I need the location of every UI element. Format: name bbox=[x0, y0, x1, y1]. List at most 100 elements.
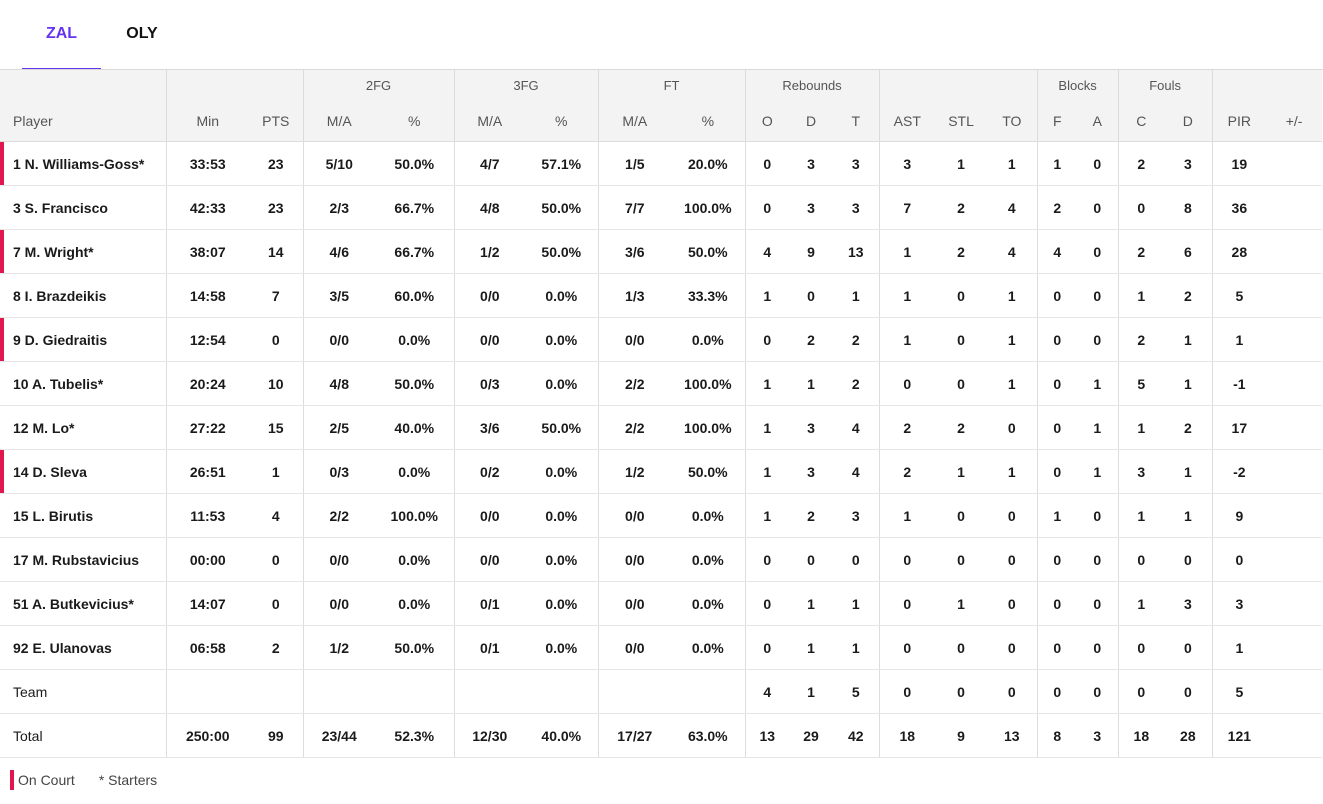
player-name[interactable]: 9 D. Giedraitis bbox=[0, 317, 167, 362]
stat-cell: 0 bbox=[1164, 625, 1213, 670]
stat-cell: 19 bbox=[1212, 141, 1267, 186]
stat-cell: 0.0% bbox=[525, 449, 599, 494]
stat-cell: 2 bbox=[1118, 317, 1165, 362]
stat-cell: 5 bbox=[833, 669, 880, 714]
stat-cell: 1 bbox=[1164, 449, 1213, 494]
column-header[interactable]: M/A bbox=[598, 101, 672, 142]
player-name[interactable]: 1 N. Williams-Goss* bbox=[0, 141, 167, 186]
stat-cell: 1/2 bbox=[598, 449, 672, 494]
player-name[interactable]: 12 M. Lo* bbox=[0, 405, 167, 450]
player-name[interactable]: 10 A. Tubelis* bbox=[0, 361, 167, 406]
stat-cell: 1 bbox=[249, 449, 304, 494]
column-header[interactable]: % bbox=[671, 101, 746, 142]
stat-cell: 0 bbox=[935, 317, 988, 362]
stat-cell: 0 bbox=[935, 273, 988, 318]
stat-cell: 0/3 bbox=[303, 449, 375, 494]
column-header[interactable]: D bbox=[1164, 101, 1213, 142]
column-header[interactable]: PTS bbox=[249, 101, 304, 142]
stat-cell: 1 bbox=[987, 317, 1038, 362]
column-header[interactable]: M/A bbox=[303, 101, 375, 142]
stat-cell: 4/7 bbox=[454, 141, 526, 186]
player-name[interactable]: 17 M. Rubstavicius bbox=[0, 537, 167, 582]
stat-cell: 06:58 bbox=[166, 625, 249, 670]
stat-cell: 0 bbox=[249, 537, 304, 582]
player-name[interactable]: 15 L. Birutis bbox=[0, 493, 167, 538]
group-header-row: 2FG 3FG FT Rebounds Blocks Fouls bbox=[0, 70, 1323, 101]
column-header[interactable]: % bbox=[375, 101, 455, 142]
stat-cell: 3 bbox=[1212, 581, 1267, 626]
stat-cell bbox=[1266, 185, 1323, 230]
column-header[interactable]: D bbox=[789, 101, 834, 142]
stat-cell: 00:00 bbox=[166, 537, 249, 582]
player-name[interactable]: 92 E. Ulanovas bbox=[0, 625, 167, 670]
stat-cell: -2 bbox=[1212, 449, 1267, 494]
group-2fg: 2FG bbox=[303, 70, 455, 101]
stat-cell: 60.0% bbox=[375, 273, 455, 318]
stat-cell: 23/44 bbox=[303, 713, 375, 758]
on-court-marker bbox=[10, 770, 14, 790]
column-header[interactable]: TO bbox=[987, 101, 1038, 142]
tabs-divider bbox=[0, 69, 1323, 70]
stat-cell: 3 bbox=[789, 405, 834, 450]
stat-cell: 2/2 bbox=[303, 493, 375, 538]
stat-cell: 0 bbox=[935, 361, 988, 406]
stat-cell: 4 bbox=[1037, 229, 1078, 274]
stat-cell: 2 bbox=[789, 493, 834, 538]
stat-cell: 0 bbox=[1077, 625, 1119, 670]
legend-on-court: On Court bbox=[18, 772, 75, 788]
player-row: 15 L. Birutis 11:53 4 2/2 100.0% 0/0 0.0% 0/0 0.… bbox=[0, 493, 1323, 538]
stat-cell: 1 bbox=[745, 493, 790, 538]
stat-cell bbox=[1266, 273, 1323, 318]
stat-cell: 1 bbox=[987, 273, 1038, 318]
stat-cell: 0 bbox=[987, 493, 1038, 538]
player-name[interactable]: 51 A. Butkevicius* bbox=[0, 581, 167, 626]
column-header[interactable]: A bbox=[1077, 101, 1119, 142]
stat-cell: 40.0% bbox=[525, 713, 599, 758]
stat-cell: 1 bbox=[1164, 493, 1213, 538]
player-row: 8 I. Brazdeikis 14:58 7 3/5 60.0% 0/0 0.0% 1/3 3… bbox=[0, 273, 1323, 318]
column-header[interactable]: M/A bbox=[454, 101, 526, 142]
column-header[interactable]: STL bbox=[935, 101, 988, 142]
stat-cell: 1 bbox=[879, 493, 936, 538]
column-header[interactable]: Min bbox=[166, 101, 249, 142]
stat-cell: 3 bbox=[789, 449, 834, 494]
stat-cell: 3 bbox=[1164, 581, 1213, 626]
player-name[interactable]: 7 M. Wright* bbox=[0, 229, 167, 274]
stat-cell: 1 bbox=[879, 273, 936, 318]
stat-cell: 14 bbox=[249, 229, 304, 274]
stat-cell: 50.0% bbox=[375, 625, 455, 670]
column-header[interactable]: PIR bbox=[1212, 101, 1267, 142]
column-header[interactable]: T bbox=[833, 101, 880, 142]
stat-cell: 3 bbox=[1164, 141, 1213, 186]
stat-cell bbox=[166, 669, 249, 714]
stat-cell: 1 bbox=[789, 669, 834, 714]
player-row: 17 M. Rubstavicius 00:00 0 0/0 0.0% 0/0 0.0% 0/… bbox=[0, 537, 1323, 582]
column-header[interactable]: AST bbox=[879, 101, 936, 142]
stat-cell: 1/5 bbox=[598, 141, 672, 186]
stat-cell: 38:07 bbox=[166, 229, 249, 274]
stat-cell: 11:53 bbox=[166, 493, 249, 538]
column-header[interactable]: Player bbox=[0, 101, 167, 142]
player-name[interactable]: 14 D. Sleva bbox=[0, 449, 167, 494]
stat-cell: 42 bbox=[833, 713, 880, 758]
stat-cell: 0.0% bbox=[525, 317, 599, 362]
stat-cell bbox=[1266, 361, 1323, 406]
column-header[interactable]: +/- bbox=[1266, 101, 1323, 142]
stat-cell: 0 bbox=[1077, 273, 1119, 318]
stat-cell: 0 bbox=[1077, 229, 1119, 274]
player-name[interactable]: 8 I. Brazdeikis bbox=[0, 273, 167, 318]
column-header[interactable]: % bbox=[525, 101, 599, 142]
tab-zal[interactable]: ZAL bbox=[22, 0, 101, 70]
stat-cell: 0 bbox=[1077, 317, 1119, 362]
stat-cell: 7 bbox=[879, 185, 936, 230]
stat-cell: 4 bbox=[987, 185, 1038, 230]
player-name[interactable]: 3 S. Francisco bbox=[0, 185, 167, 230]
player-row: 7 M. Wright* 38:07 14 4/6 66.7% 1/2 50.0% 3/6 50… bbox=[0, 229, 1323, 274]
column-header[interactable]: O bbox=[745, 101, 790, 142]
stat-cell: 0 bbox=[745, 141, 790, 186]
tab-oly[interactable]: OLY bbox=[126, 25, 158, 42]
column-header[interactable]: C bbox=[1118, 101, 1165, 142]
stat-cell: 7/7 bbox=[598, 185, 672, 230]
stat-cell bbox=[525, 669, 599, 714]
column-header[interactable]: F bbox=[1037, 101, 1078, 142]
